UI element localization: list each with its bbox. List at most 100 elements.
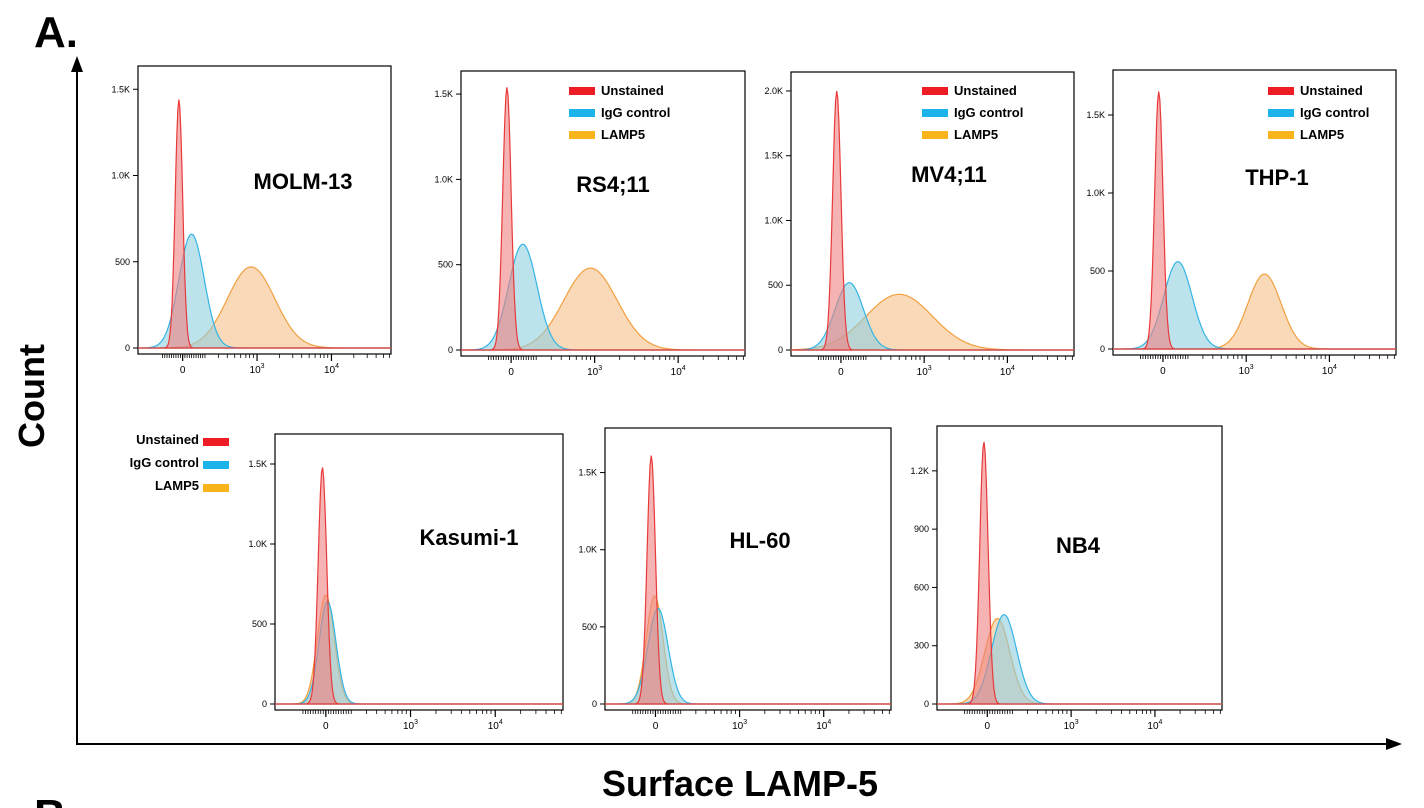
shared-legend-swatch-igg (203, 461, 229, 469)
x-tick-label: 103 (917, 365, 932, 378)
x-tick-label: 104 (671, 365, 686, 378)
legend-label-lamp5: LAMP5 (1300, 127, 1344, 142)
x-tick-label: 104 (1147, 719, 1162, 732)
y-tick-label: 1.5K (248, 459, 267, 469)
legend-swatch-igg (922, 109, 948, 117)
histogram-unstained (937, 441, 1222, 705)
panel-molm-13: 0 500 1.0K 1.5K 0 103 104 MOLM-13 (111, 65, 392, 376)
histogram-unstained (461, 87, 745, 351)
x-tick-label: 104 (1000, 365, 1015, 378)
legend-swatch-lamp5 (922, 131, 948, 139)
shared-legend-swatch-unstained (203, 438, 229, 446)
y-tick-label: 500 (438, 260, 453, 270)
y-tick-label: 500 (1090, 266, 1105, 276)
y-tick-label: 600 (914, 582, 929, 592)
y-tick-label: 0 (262, 699, 267, 709)
legend-label-igg: IgG control (1300, 105, 1369, 120)
x-tick-label: 0 (508, 367, 514, 378)
panel-kasumi-1: 0 500 1.0K 1.5K 0 103 104 Kasumi-1 (248, 433, 564, 732)
legend-swatch-unstained (922, 87, 948, 95)
x-tick-label: 103 (587, 365, 602, 378)
cell-line-label: RS4;11 (576, 172, 649, 197)
y-tick-label: 500 (115, 257, 130, 267)
legend-label-igg: IgG control (954, 105, 1023, 120)
x-axis-arrow-head (1386, 738, 1402, 750)
panel-nb4: 0 300 600 900 1.2K 0 103 104 NB4 (910, 425, 1223, 732)
y-axis-arrow-head (71, 56, 83, 72)
y-tick-label: 0 (778, 345, 783, 355)
x-tick-label: 0 (1160, 366, 1166, 377)
y-tick-label: 500 (768, 280, 783, 290)
cell-line-label: MOLM-13 (254, 169, 353, 194)
shared-legend-label-unstained: Unstained (136, 432, 199, 447)
cell-line-label: Kasumi-1 (419, 525, 518, 550)
panel-rs4-11: 0 500 1.0K 1.5K 0 103 104 RS4;11 Unstained IgG co… (434, 70, 746, 378)
shared-legend: Unstained IgG control LAMP5 (130, 432, 229, 493)
cell-line-label: NB4 (1056, 533, 1101, 558)
x-tick-label: 0 (323, 721, 329, 732)
panel-thp-1: 0 500 1.0K 1.5K 0 103 104 THP-1 Unstained IgG con… (1086, 69, 1397, 377)
y-tick-label: 0 (448, 345, 453, 355)
legend-label-lamp5: LAMP5 (601, 127, 645, 142)
y-tick-label: 1.5K (434, 89, 453, 99)
y-tick-label: 0 (592, 699, 597, 709)
legend-swatch-unstained (569, 87, 595, 95)
y-axis-label: Count (11, 344, 52, 448)
x-tick-label: 0 (838, 367, 844, 378)
legend-swatch-unstained (1268, 87, 1294, 95)
legend-label-unstained: Unstained (954, 83, 1017, 98)
x-tick-label: 104 (816, 719, 831, 732)
next-panel-letter: B (34, 791, 66, 808)
cell-line-label: THP-1 (1245, 165, 1309, 190)
y-tick-label: 1.5K (578, 468, 597, 478)
legend-label-unstained: Unstained (601, 83, 664, 98)
y-tick-label: 0 (924, 699, 929, 709)
x-tick-label: 104 (324, 363, 339, 376)
y-tick-label: 300 (914, 641, 929, 651)
y-tick-label: 2.0K (764, 86, 783, 96)
x-tick-label: 103 (732, 719, 747, 732)
x-tick-label: 104 (488, 719, 503, 732)
x-tick-label: 103 (403, 719, 418, 732)
shared-legend-label-lamp5: LAMP5 (155, 478, 199, 493)
y-tick-label: 500 (252, 619, 267, 629)
cell-line-label: MV4;11 (911, 162, 987, 187)
y-tick-label: 1.0K (764, 215, 783, 225)
y-tick-label: 1.0K (1086, 188, 1105, 198)
histogram-unstained (275, 467, 563, 705)
shared-legend-swatch-lamp5 (203, 484, 229, 492)
histogram-unstained (791, 90, 1074, 351)
legend-swatch-igg (1268, 109, 1294, 117)
cell-line-label: HL-60 (729, 528, 790, 553)
legend-label-igg: IgG control (601, 105, 670, 120)
x-tick-label: 0 (985, 721, 991, 732)
legend-swatch-lamp5 (569, 131, 595, 139)
y-tick-label: 1.5K (764, 151, 783, 161)
panel-mv4-11: 0 500 1.0K 1.5K 2.0K 0 103 104 MV4;11 Unstained Ig… (764, 71, 1075, 378)
histogram-panels: 0 500 1.0K 1.5K 0 103 104 MOLM-13 0 500 1.0K 1.5K 0 1… (111, 65, 1397, 732)
legend-label-unstained: Unstained (1300, 83, 1363, 98)
y-tick-label: 1.5K (1086, 110, 1105, 120)
panel-hl-60: 0 500 1.0K 1.5K 0 103 104 HL-60 (578, 427, 892, 732)
y-tick-label: 0 (1100, 344, 1105, 354)
y-tick-label: 1.0K (578, 545, 597, 555)
legend-swatch-igg (569, 109, 595, 117)
y-tick-label: 1.0K (434, 174, 453, 184)
histogram-unstained (605, 455, 891, 705)
x-tick-label: 103 (250, 363, 265, 376)
y-tick-label: 1.5K (111, 84, 130, 94)
x-tick-label: 103 (1239, 364, 1254, 377)
y-tick-label: 900 (914, 524, 929, 534)
x-tick-label: 104 (1322, 364, 1337, 377)
x-tick-label: 0 (653, 721, 659, 732)
x-tick-label: 103 (1064, 719, 1079, 732)
y-tick-label: 1.0K (111, 171, 130, 181)
legend-swatch-lamp5 (1268, 131, 1294, 139)
shared-legend-label-igg: IgG control (130, 455, 199, 470)
legend-label-lamp5: LAMP5 (954, 127, 998, 142)
histogram-unstained (1113, 91, 1396, 350)
y-tick-label: 1.2K (910, 466, 929, 476)
histogram-unstained (138, 99, 391, 349)
x-axis-label: Surface LAMP-5 (602, 763, 878, 804)
